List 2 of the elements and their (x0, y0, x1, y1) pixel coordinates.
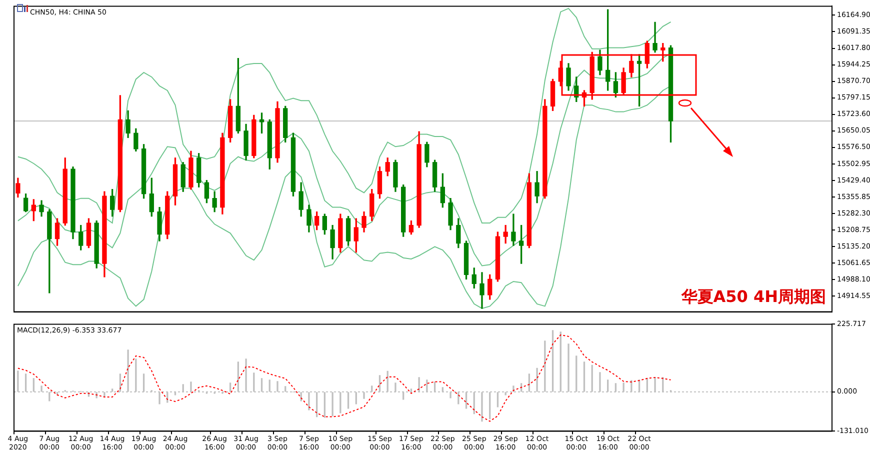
line-series (17, 334, 672, 422)
annotation: 华夏A50 4H周期图 (680, 286, 826, 306)
